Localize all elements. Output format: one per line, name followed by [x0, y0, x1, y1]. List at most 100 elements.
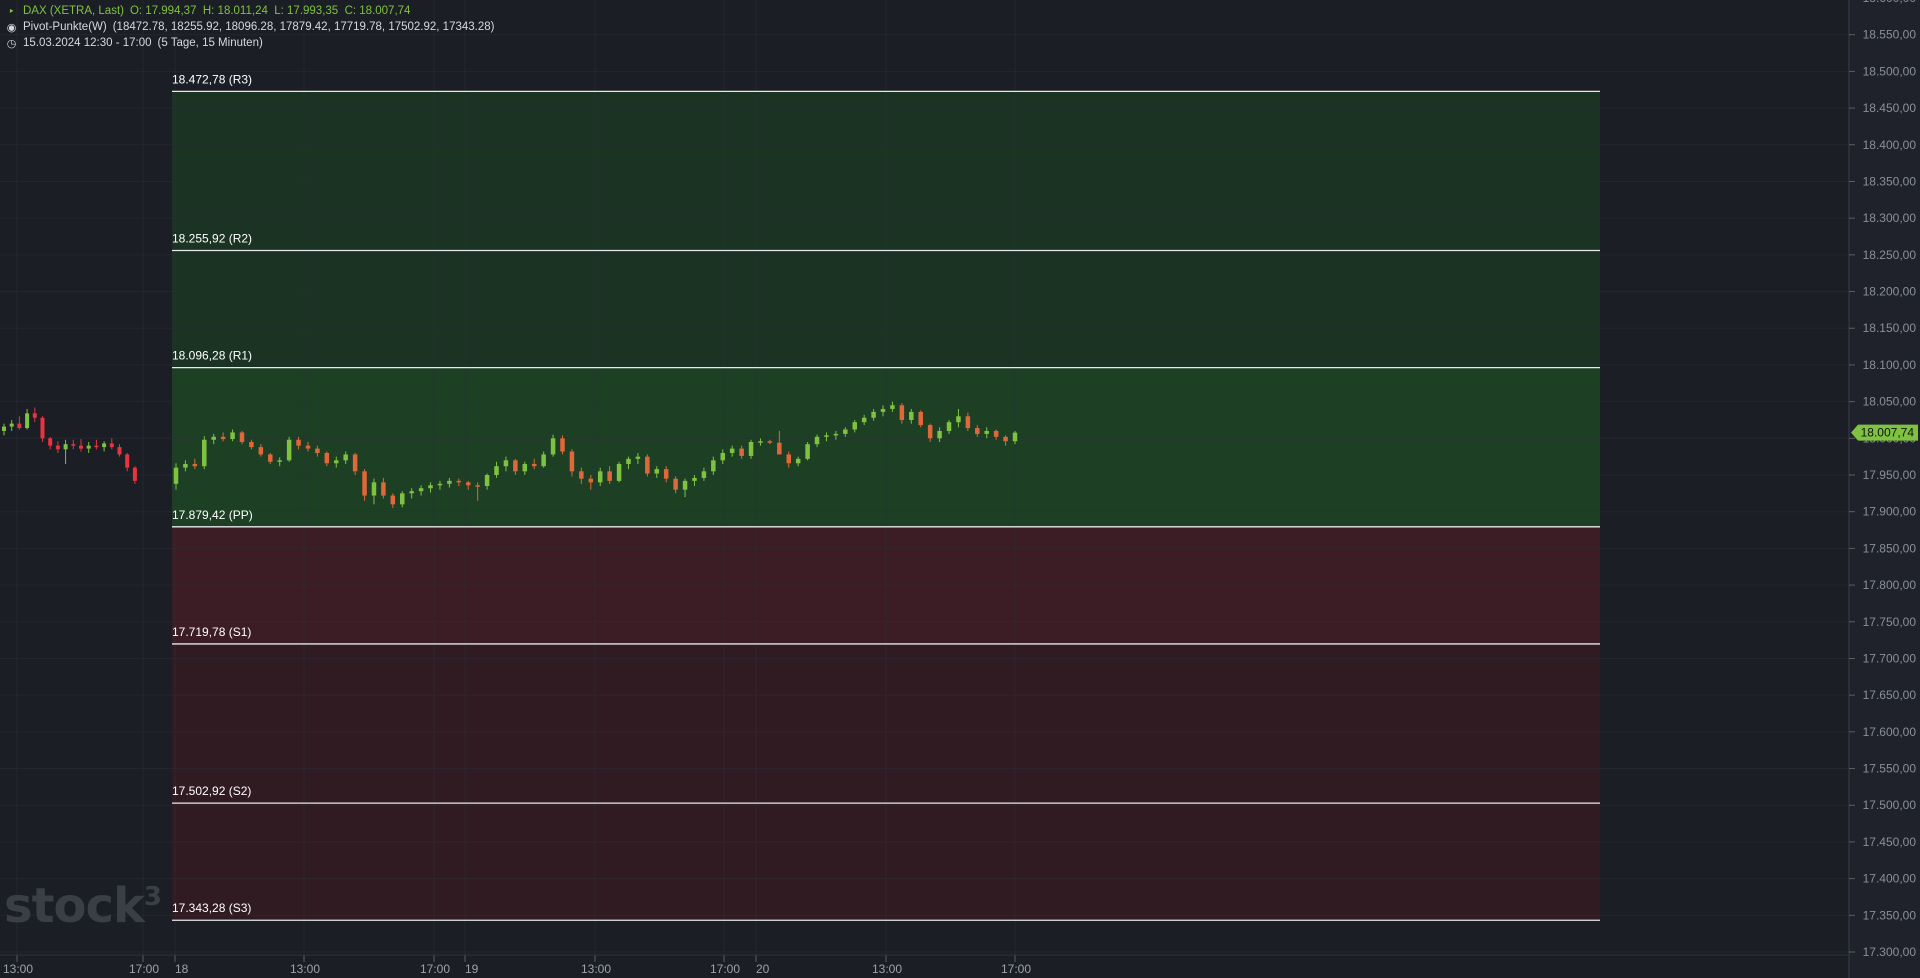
y-tick-label: 17.800,00 [1863, 578, 1917, 592]
candle-body [682, 480, 688, 490]
x-tick-label: 17:00 [420, 962, 450, 976]
candle-body [758, 441, 763, 443]
candle-body [569, 451, 575, 472]
candle-body [371, 482, 377, 496]
candle-body [277, 460, 282, 462]
candle-body [975, 428, 980, 434]
stock3-logo: stock3 [4, 878, 162, 934]
y-tick-label: 17.550,00 [1863, 762, 1917, 776]
candle-body [258, 447, 264, 455]
candle-body [40, 417, 45, 439]
candle-body [739, 448, 744, 456]
candle-body [531, 463, 537, 467]
last-price-label: 18.007,74 [1861, 426, 1915, 440]
indicator-values: (18472.78, 18255.92, 18096.28, 17879.42,… [112, 21, 495, 33]
candle-body [125, 454, 130, 468]
candle-body [720, 452, 726, 461]
y-tick-label: 17.350,00 [1863, 908, 1917, 922]
period-header: ◷ 15.03.2024 12:30 - 17:00 (5 Tage, 15 M… [6, 37, 263, 50]
candle-body [381, 482, 386, 496]
candle-body [315, 448, 320, 453]
candle-body [192, 463, 198, 467]
y-tick-label: 18.250,00 [1863, 248, 1917, 262]
candle-body [55, 445, 60, 450]
x-tick-label: 13:00 [3, 962, 33, 976]
y-tick-label: 17.750,00 [1863, 615, 1917, 629]
candle-body [268, 454, 273, 462]
candle-body [711, 460, 716, 472]
pivot-label: 18.255,92 (R2) [172, 232, 252, 246]
candle-body [63, 444, 68, 450]
candle-body [861, 417, 867, 423]
candle-body [579, 471, 584, 479]
candle-body [607, 471, 612, 481]
candle-body [824, 435, 829, 437]
pivot-label: 18.472,78 (R3) [172, 72, 252, 86]
candle-body [663, 469, 669, 479]
x-tick-label: 17:00 [129, 962, 159, 976]
candle-body [503, 460, 509, 467]
y-tick-label: 17.450,00 [1863, 835, 1917, 849]
ohlc-values: O: 17.994,37 H: 18.011,24 L: 17.993,35 C… [129, 5, 411, 17]
clock-icon: ◷ [6, 37, 17, 50]
pivot-label: 17.719,78 (S1) [172, 625, 251, 639]
target-icon: ◉ [6, 21, 17, 34]
candle-body [173, 467, 179, 484]
candle-body [494, 466, 499, 475]
candle-body [673, 478, 678, 490]
x-tick-label: 17:00 [710, 962, 740, 976]
candle-body [748, 441, 754, 456]
candle-body [786, 454, 792, 464]
y-tick-label: 18.100,00 [1863, 358, 1917, 372]
y-tick-label: 18.350,00 [1863, 174, 1917, 188]
instrument-header: ‣ DAX (XETRA, Last) O: 17.994,37 H: 18.0… [6, 5, 411, 18]
pivot-label: 17.502,92 (S2) [172, 784, 251, 798]
candle-body [852, 422, 857, 430]
pivot-label: 18.096,28 (R1) [172, 349, 252, 363]
candle-body [211, 436, 216, 440]
candle-body [909, 411, 914, 420]
candle-body [701, 471, 707, 478]
candle-body [918, 411, 923, 426]
candle-body [334, 460, 339, 464]
candle-body [86, 445, 91, 449]
candle-body [814, 436, 820, 445]
y-tick-label: 18.500,00 [1863, 64, 1917, 78]
candle-body [654, 469, 660, 474]
candle-body [843, 429, 848, 434]
candle-body [25, 413, 30, 429]
indicator-header: ◉ Pivot-Punkte(W) (18472.78, 18255.92, 1… [6, 21, 495, 34]
candle-body [447, 480, 452, 484]
candle-body [362, 471, 367, 496]
x-tick-label: 20 [756, 962, 770, 976]
candle-body [833, 433, 839, 436]
y-tick-label: 17.600,00 [1863, 725, 1917, 739]
candle-body [32, 413, 37, 418]
candle-body [513, 460, 518, 472]
y-tick-label: 17.950,00 [1863, 468, 1917, 482]
candle-body [795, 458, 801, 464]
candle-body [880, 408, 886, 412]
candle-body [626, 458, 631, 464]
pivot-label: 17.343,28 (S3) [172, 901, 251, 915]
period-note: (5 Tage, 15 Minuten) [157, 37, 263, 49]
y-tick-label: 18.200,00 [1863, 285, 1917, 299]
candle-body [1012, 432, 1018, 442]
pivot-label: 17.879,42 (PP) [172, 508, 253, 522]
x-tick-label: 17:00 [1001, 962, 1031, 976]
candle-body [249, 441, 254, 448]
candle-body [767, 441, 773, 443]
candle-body [890, 405, 895, 409]
candle-body [456, 480, 462, 483]
candle-body [418, 488, 424, 492]
candle-body [324, 452, 330, 464]
candle-body [588, 478, 594, 483]
candle-body [871, 411, 876, 418]
candle-body [616, 463, 622, 481]
candle-body [399, 493, 405, 505]
y-tick-label: 18.400,00 [1863, 138, 1917, 152]
candle-body [927, 425, 933, 439]
candle-body [428, 485, 433, 489]
candle-body [635, 456, 641, 459]
